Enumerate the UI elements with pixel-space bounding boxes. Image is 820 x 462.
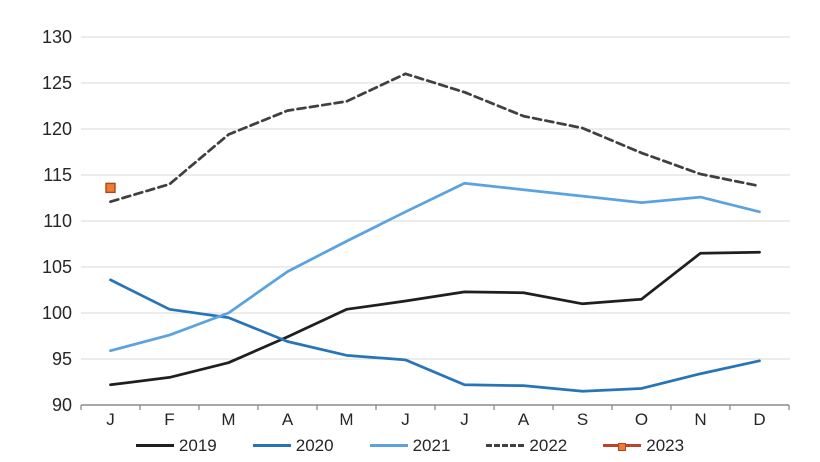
y-axis-label: 95 xyxy=(52,349,72,369)
y-axis-label: 90 xyxy=(52,395,72,415)
chart-legend: 2019 2020 2021 2022 2023 xyxy=(0,432,820,458)
y-axis-label: 105 xyxy=(42,257,72,277)
x-axis-label: S xyxy=(577,410,588,429)
legend-line-sample-2023 xyxy=(603,442,642,451)
x-axis-label: A xyxy=(282,410,294,429)
y-axis-label: 120 xyxy=(42,119,72,139)
legend-label: 2019 xyxy=(178,435,217,455)
x-axis-label: N xyxy=(694,410,706,429)
x-axis-label: M xyxy=(339,410,353,429)
legend-label: 2021 xyxy=(412,435,451,455)
legend-line-sample-2019 xyxy=(135,443,174,447)
y-axis-label: 110 xyxy=(43,211,72,231)
series-line-2022 xyxy=(109,72,761,204)
y-axis-label: 130 xyxy=(42,27,72,47)
x-axis-label: F xyxy=(164,410,174,429)
legend-marker-2023 xyxy=(618,442,627,451)
x-axis-label: D xyxy=(753,410,765,429)
legend-label: 2022 xyxy=(529,435,568,455)
legend-line-sample-2021 xyxy=(369,443,408,447)
x-axis-label: A xyxy=(518,410,530,429)
legend-item-2022: 2022 xyxy=(486,437,567,454)
legend-line-sample-2020 xyxy=(252,443,291,447)
y-axis-label: 115 xyxy=(43,165,72,185)
legend-label: 2020 xyxy=(295,435,334,455)
x-axis-label: O xyxy=(635,410,648,429)
legend-item-2021: 2021 xyxy=(369,435,451,455)
x-axis-label: J xyxy=(460,410,469,429)
x-axis-label: M xyxy=(221,410,235,429)
legend-item-2023: 2023 xyxy=(603,437,684,454)
legend-line-sample-2022 xyxy=(486,443,525,447)
y-axis-label: 125 xyxy=(42,73,72,93)
x-axis-label: J xyxy=(106,410,115,429)
series-line-2021 xyxy=(109,181,761,353)
x-axis-label: J xyxy=(401,410,410,429)
series-marker-2023 xyxy=(105,182,116,194)
legend-item-2019: 2019 xyxy=(135,435,217,455)
legend-item-2020: 2020 xyxy=(252,435,334,455)
y-axis-label: 100 xyxy=(42,303,72,323)
legend-label: 2023 xyxy=(646,435,685,455)
series-line-2019 xyxy=(109,250,761,387)
